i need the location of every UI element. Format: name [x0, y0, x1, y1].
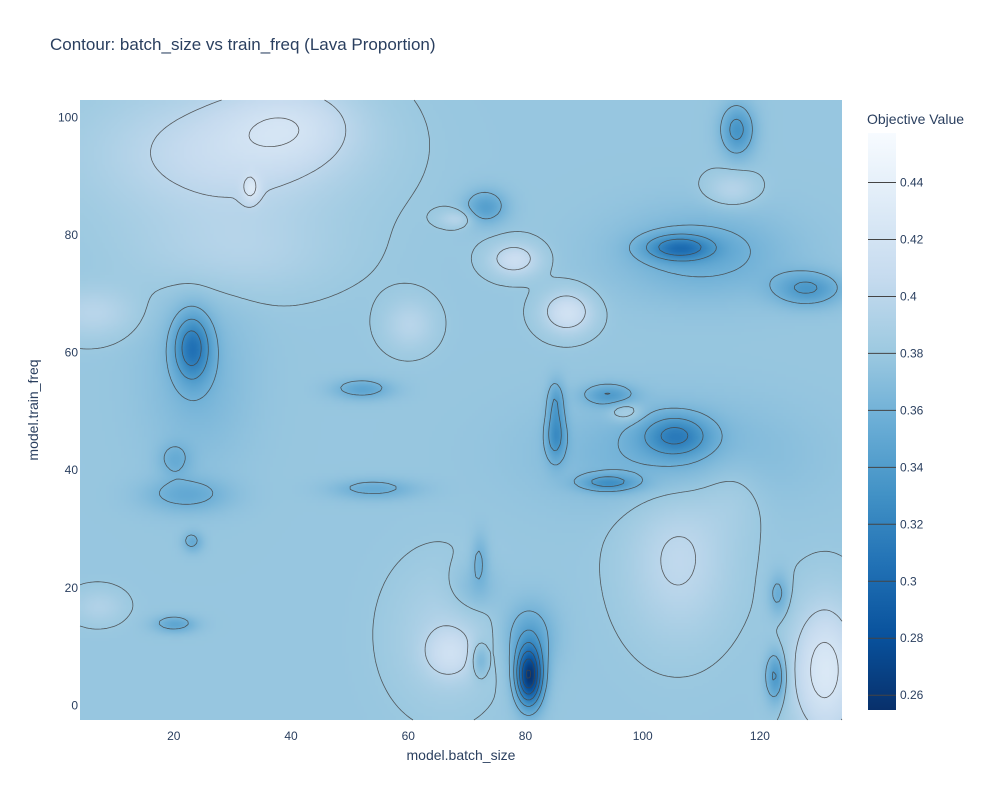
colorbar-tick-label: 0.26	[900, 688, 924, 702]
colorbar-tick-label: 0.4	[900, 289, 917, 303]
contour-line	[158, 105, 838, 716]
colorbar-tick-label: 0.32	[900, 517, 924, 531]
contour-line	[79, 99, 843, 721]
contour-line	[526, 669, 531, 679]
colorbar-title: Objective Value	[867, 111, 964, 127]
contour-line	[174, 118, 818, 707]
x-tick-label: 100	[633, 729, 653, 743]
contour-line	[519, 650, 538, 695]
contour-lines	[79, 99, 843, 721]
contour-line	[243, 117, 839, 699]
y-tick-label: 20	[65, 581, 79, 595]
contour-fill	[80, 100, 842, 720]
x-axis-ticks: 20 40 60 80 100 120	[167, 729, 770, 743]
colorbar-tick-label: 0.36	[900, 403, 924, 417]
x-tick-label: 80	[519, 729, 533, 743]
colorbar-gradient	[868, 133, 896, 710]
colorbar-tick-label: 0.38	[900, 346, 924, 360]
y-tick-label: 40	[65, 463, 79, 477]
x-tick-label: 20	[167, 729, 181, 743]
y-tick-label: 100	[58, 111, 78, 125]
chart-title: Contour: batch_size vs train_freq (Lava …	[50, 35, 436, 54]
colorbar-tick-label: 0.3	[900, 574, 917, 588]
x-tick-label: 120	[750, 729, 770, 743]
x-tick-label: 40	[284, 729, 298, 743]
y-tick-label: 60	[65, 346, 79, 360]
plot-area[interactable]	[79, 99, 843, 721]
colorbar-tick-label: 0.44	[900, 176, 924, 190]
y-axis-label: model.train_freq	[25, 359, 41, 460]
contour-line	[150, 99, 843, 721]
y-axis-ticks: 0 20 40 60 80 100	[58, 111, 78, 713]
colorbar-tick-label: 0.42	[900, 233, 924, 247]
colorbar-tick-label: 0.28	[900, 631, 924, 645]
contour-line	[521, 658, 535, 689]
colorbar: Objective Value 0.260.280.30.320.340.360…	[867, 111, 964, 710]
x-tick-label: 60	[402, 729, 416, 743]
colorbar-ticks: 0.26 0.28 0.3 0.32 0.34 0.36 0.38 0.4 0.42 0.44	[868, 176, 924, 702]
contour-line	[181, 238, 702, 701]
y-tick-label: 0	[71, 698, 78, 712]
x-axis-label: model.batch_size	[407, 747, 516, 763]
colorbar-tick-label: 0.34	[900, 460, 924, 474]
y-tick-label: 80	[65, 228, 79, 242]
